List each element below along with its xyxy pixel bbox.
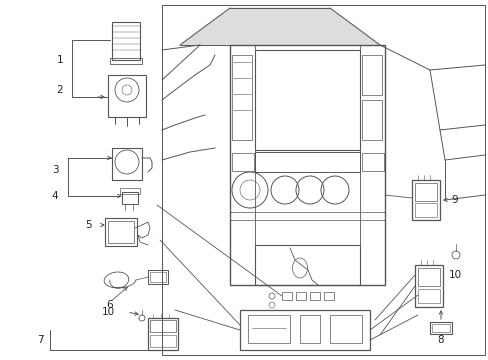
Bar bbox=[110, 58, 142, 64]
Bar bbox=[229, 45, 384, 285]
Bar bbox=[112, 148, 142, 180]
Bar bbox=[417, 289, 439, 303]
Bar bbox=[240, 310, 369, 350]
Bar bbox=[414, 183, 436, 201]
Bar bbox=[122, 192, 138, 204]
Bar bbox=[431, 324, 449, 332]
Bar bbox=[231, 153, 253, 171]
Bar bbox=[108, 221, 134, 243]
Bar bbox=[148, 270, 168, 284]
Bar bbox=[359, 45, 384, 285]
Bar bbox=[361, 55, 381, 95]
Bar bbox=[295, 292, 305, 300]
Text: 10: 10 bbox=[447, 270, 461, 280]
Bar bbox=[309, 292, 319, 300]
Bar bbox=[417, 268, 439, 286]
Text: 10: 10 bbox=[101, 307, 114, 317]
Bar bbox=[282, 292, 291, 300]
Bar bbox=[150, 320, 176, 332]
Text: 8: 8 bbox=[437, 335, 444, 345]
Text: 9: 9 bbox=[451, 195, 457, 205]
Bar bbox=[329, 315, 361, 343]
Bar bbox=[254, 50, 359, 150]
Text: 7: 7 bbox=[37, 335, 43, 345]
Bar bbox=[414, 203, 436, 217]
Bar bbox=[120, 188, 140, 194]
Text: 2: 2 bbox=[57, 85, 63, 95]
Bar bbox=[231, 55, 251, 140]
Bar bbox=[254, 152, 359, 172]
Bar bbox=[150, 335, 176, 347]
Bar bbox=[299, 315, 319, 343]
Bar bbox=[361, 153, 383, 171]
Bar bbox=[148, 318, 178, 350]
Polygon shape bbox=[180, 8, 379, 45]
Bar bbox=[324, 292, 333, 300]
Bar bbox=[108, 75, 146, 117]
Bar bbox=[429, 322, 451, 334]
Bar bbox=[254, 245, 359, 285]
Bar bbox=[247, 315, 289, 343]
Text: 5: 5 bbox=[84, 220, 91, 230]
Text: 6: 6 bbox=[106, 300, 113, 310]
Bar bbox=[361, 100, 381, 140]
Bar bbox=[150, 272, 165, 282]
Text: 4: 4 bbox=[52, 191, 58, 201]
Bar bbox=[105, 218, 137, 246]
Bar bbox=[112, 22, 140, 60]
Bar bbox=[414, 265, 442, 307]
Bar bbox=[229, 45, 254, 285]
Text: 1: 1 bbox=[57, 55, 63, 65]
Bar bbox=[411, 180, 439, 220]
Text: 3: 3 bbox=[52, 165, 58, 175]
